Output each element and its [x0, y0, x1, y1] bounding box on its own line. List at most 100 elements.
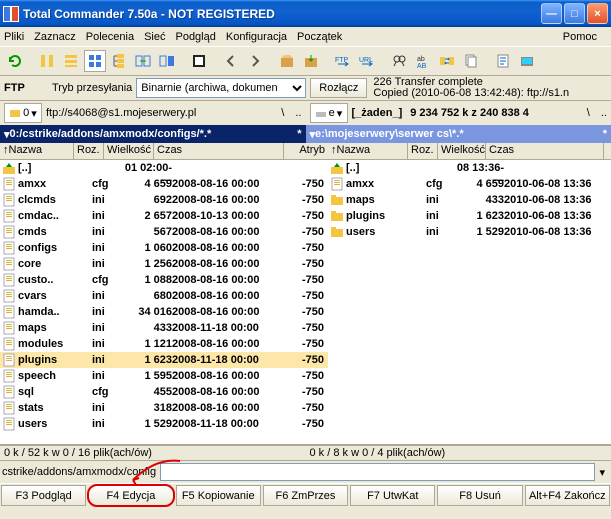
file-row[interactable]: [..]2010-06-08 13:36---- [328, 160, 611, 176]
left-drive-select[interactable]: 0▾ [4, 103, 42, 123]
file-row[interactable]: usersini1 5292008-11-18 00:00-750 [0, 416, 328, 432]
file-row[interactable]: speechini1 5952008-08-16 00:00-750 [0, 368, 328, 384]
file-size: 1 529 [122, 418, 172, 430]
file-row[interactable]: usersini1 5292010-06-08 13:36-a-- [328, 224, 611, 240]
file-size: 1 088 [122, 274, 172, 286]
file-row[interactable]: sqlcfg4552008-08-16 00:00-750 [0, 384, 328, 400]
view-thumbs-icon[interactable] [84, 50, 106, 72]
file-row[interactable]: [..]1601-01-01 02:00---- [0, 160, 328, 176]
command-input[interactable] [160, 463, 595, 481]
file-row[interactable]: configsini1 0602008-08-16 00:00-750 [0, 240, 328, 256]
view-brief-icon[interactable] [36, 50, 58, 72]
fkey-7[interactable]: F7 UtwKat [350, 485, 435, 506]
control-panel-icon[interactable] [516, 50, 538, 72]
left-list[interactable]: [..]1601-01-01 02:00----amxxcfg4 6592008… [0, 160, 328, 444]
minimize-button[interactable]: — [541, 3, 562, 24]
disconnect-button[interactable]: Rozłącz [310, 78, 367, 98]
invert-icon[interactable] [188, 50, 210, 72]
fkey-4[interactable]: F4 Edycja [88, 485, 173, 506]
file-size: 692 [122, 194, 172, 206]
file-name: cvars [18, 290, 92, 302]
close-button[interactable]: × [587, 3, 608, 24]
fkey-3[interactable]: F3 Podgląd [1, 485, 86, 506]
file-size: 1 529 [456, 226, 504, 238]
menu-siec[interactable]: Sieć [144, 31, 165, 43]
search-icon[interactable] [388, 50, 410, 72]
ftp-connect-icon[interactable]: FTP [332, 50, 354, 72]
right-drive-select[interactable]: e▾ [310, 103, 348, 123]
file-icon [2, 369, 16, 383]
maximize-button[interactable]: □ [564, 3, 585, 24]
right-nav-root[interactable]: \ [587, 107, 590, 119]
file-row[interactable]: mapsini4332010-06-08 13:36-a-- [328, 192, 611, 208]
pack-icon[interactable] [276, 50, 298, 72]
file-row[interactable]: pluginsini1 6232010-06-08 13:36-a-- [328, 208, 611, 224]
file-name: custo.. [18, 274, 92, 286]
sync-icon[interactable] [436, 50, 458, 72]
command-history-icon[interactable]: ▾ [595, 466, 609, 479]
back-icon[interactable] [220, 50, 242, 72]
file-row[interactable]: mapsini4332008-11-18 00:00-750 [0, 320, 328, 336]
copy-names-icon[interactable] [460, 50, 482, 72]
col-size[interactable]: Wielkość [104, 143, 154, 159]
multirename-icon[interactable]: abAB [412, 50, 434, 72]
left-header: ↑Nazwa Roz. Wielkość Czas Atryb [0, 143, 328, 160]
file-ext: cfg [92, 178, 122, 190]
col-size[interactable]: Wielkość [438, 143, 486, 159]
left-drivebar: 0▾ ftp://s4068@s1.mojeserwery.pl \ .. [0, 101, 306, 125]
file-row[interactable]: clcmdsini6922008-08-16 00:00-750 [0, 192, 328, 208]
col-time[interactable]: Czas [486, 143, 604, 159]
file-row[interactable]: amxxcfg4 6592008-08-16 00:00-750 [0, 176, 328, 192]
file-row[interactable]: pluginsini1 6232008-11-18 00:00-750 [0, 352, 328, 368]
menu-poczatek[interactable]: Początek [297, 31, 342, 43]
file-row[interactable]: coreini1 2562008-08-16 00:00-750 [0, 256, 328, 272]
col-name[interactable]: ↑Nazwa [328, 143, 408, 159]
col-time[interactable]: Czas [154, 143, 284, 159]
menu-polecenia[interactable]: Polecenia [86, 31, 134, 43]
view-full-icon[interactable] [60, 50, 82, 72]
fkey-9[interactable]: Alt+F4 Zakończ [525, 485, 610, 506]
ftp-new-icon[interactable]: URL [356, 50, 378, 72]
file-row[interactable]: statsini3182008-08-16 00:00-750 [0, 400, 328, 416]
right-pathbar[interactable]: ▾ e:\mojeserwery\serwer cs\*.** [306, 125, 611, 143]
target-equals-source-icon[interactable] [156, 50, 178, 72]
col-name[interactable]: ↑Nazwa [0, 143, 74, 159]
menu-pliki[interactable]: Pliki [4, 31, 24, 43]
left-pathbar[interactable]: ▾ 0:/cstrike/addons/amxmodx/configs/*.** [0, 125, 306, 143]
file-row[interactable]: cmdsini5672008-08-16 00:00-750 [0, 224, 328, 240]
menu-zaznacz[interactable]: Zaznacz [34, 31, 76, 43]
transfer-mode-select[interactable]: Binarnie (archiwa, dokumen [136, 78, 306, 98]
left-nav-up[interactable]: .. [295, 107, 301, 119]
view-tree-icon[interactable] [108, 50, 130, 72]
refresh-icon[interactable] [4, 50, 26, 72]
fkey-6[interactable]: F6 ZmPrzes [263, 485, 348, 506]
file-row[interactable]: cvarsini6802008-08-16 00:00-750 [0, 288, 328, 304]
col-ext[interactable]: Roz. [408, 143, 438, 159]
unpack-icon[interactable] [300, 50, 322, 72]
file-row[interactable]: amxxcfg4 6592010-06-08 13:36-a-- [328, 176, 611, 192]
notepad-icon[interactable] [492, 50, 514, 72]
col-ext[interactable]: Roz. [74, 143, 104, 159]
file-row[interactable]: custo..cfg1 0882008-08-16 00:00-750 [0, 272, 328, 288]
fkey-8[interactable]: F8 Usuń [437, 485, 522, 506]
menu-podglad[interactable]: Podgląd [175, 31, 215, 43]
left-nav-root[interactable]: \ [281, 107, 284, 119]
menu-pomoc[interactable]: Pomoc [563, 31, 597, 43]
toolbar: FTP URL abAB [0, 46, 611, 76]
file-row[interactable]: modulesini1 1212008-08-16 00:00-750 [0, 336, 328, 352]
fkey-5[interactable]: F5 Kopiowanie [176, 485, 261, 506]
right-list[interactable]: [..]2010-06-08 13:36----amxxcfg4 6592010… [328, 160, 611, 444]
menu-konfiguracja[interactable]: Konfiguracja [226, 31, 287, 43]
file-name: hamda.. [18, 306, 92, 318]
file-ext: ini [92, 258, 122, 270]
swap-panels-icon[interactable] [132, 50, 154, 72]
file-icon [2, 337, 16, 351]
file-size: 1 623 [456, 210, 504, 222]
forward-icon[interactable] [244, 50, 266, 72]
file-row[interactable]: hamda..ini34 0162008-08-16 00:00-750 [0, 304, 328, 320]
right-nav-up[interactable]: .. [601, 107, 607, 119]
col-attr[interactable]: Atryb [284, 143, 328, 159]
col-attr[interactable]: Atryb [604, 143, 611, 159]
file-icon [2, 177, 16, 191]
file-row[interactable]: cmdac..ini2 6572008-10-13 00:00-750 [0, 208, 328, 224]
